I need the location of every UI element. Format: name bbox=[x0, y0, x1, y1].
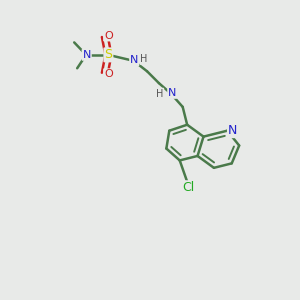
Text: S: S bbox=[104, 48, 112, 62]
Text: N: N bbox=[168, 88, 176, 98]
Text: O: O bbox=[104, 31, 113, 40]
Text: Cl: Cl bbox=[182, 181, 194, 194]
Text: H: H bbox=[140, 54, 148, 64]
Text: H: H bbox=[156, 88, 164, 98]
Text: N: N bbox=[228, 124, 237, 137]
Text: N: N bbox=[82, 50, 91, 60]
Text: O: O bbox=[104, 69, 113, 79]
Text: N: N bbox=[130, 55, 138, 65]
